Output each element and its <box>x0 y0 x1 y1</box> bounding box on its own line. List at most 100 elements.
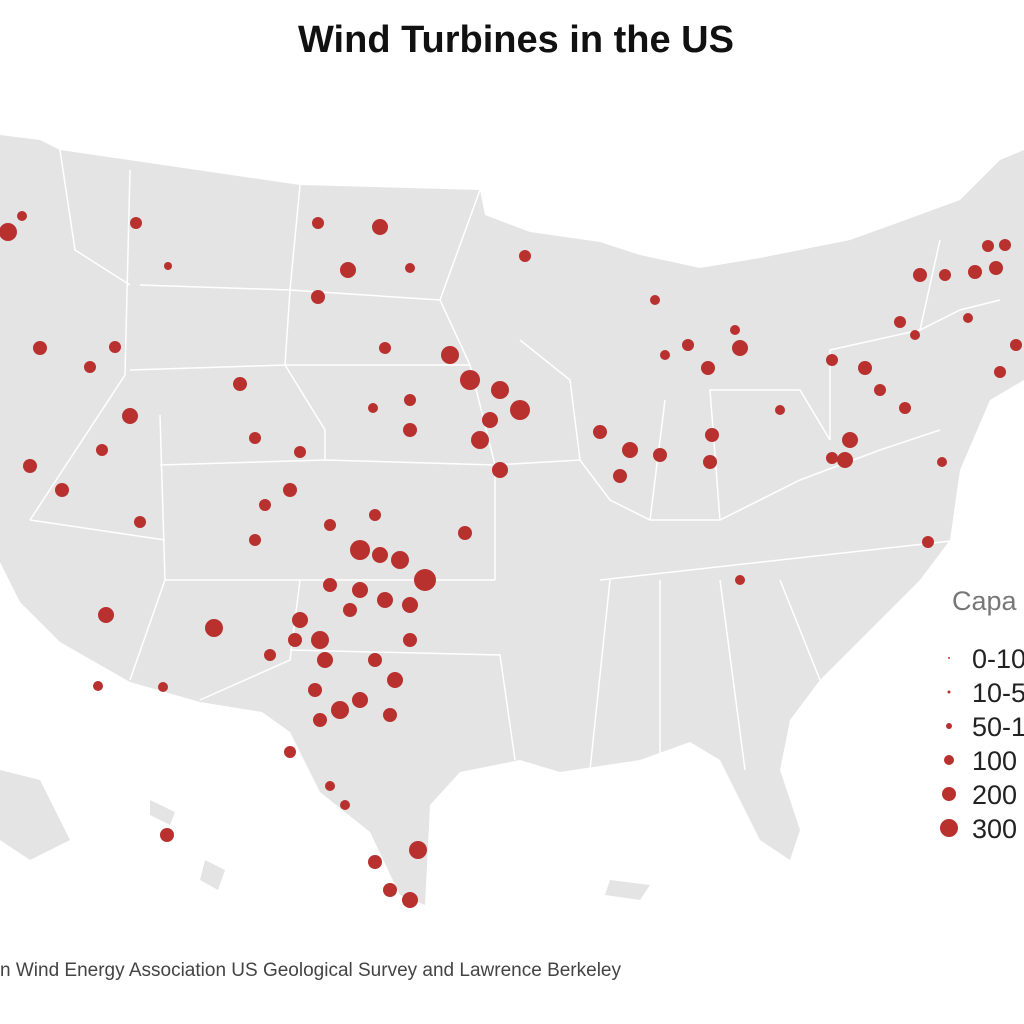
turbine-dot <box>249 534 261 546</box>
turbine-dot <box>340 262 356 278</box>
turbine-dot <box>775 405 785 415</box>
turbine-dot <box>84 361 96 373</box>
turbine-dot <box>308 683 322 697</box>
turbine-dots <box>0 211 1022 908</box>
turbine-dot <box>732 340 748 356</box>
turbine-dot <box>441 346 459 364</box>
turbine-dot <box>312 217 324 229</box>
turbine-dot <box>311 631 329 649</box>
turbine-dot <box>482 412 498 428</box>
turbine-dot <box>492 462 508 478</box>
turbine-dot <box>122 408 138 424</box>
turbine-dot <box>653 448 667 462</box>
legend-label: 300 <box>972 814 1017 844</box>
turbine-dot <box>93 681 103 691</box>
turbine-dot <box>458 526 472 540</box>
turbine-dot <box>922 536 934 548</box>
turbine-dot <box>311 290 325 304</box>
turbine-dot <box>160 828 174 842</box>
legend-title: Capa <box>952 586 1018 616</box>
turbine-dot <box>164 262 172 270</box>
turbine-dot <box>350 540 370 560</box>
legend-swatch <box>947 690 951 694</box>
turbine-dot <box>383 883 397 897</box>
turbine-dot <box>264 649 276 661</box>
legend-label: 10-5 <box>972 678 1024 708</box>
turbine-dot <box>343 603 357 617</box>
turbine-dot <box>613 469 627 483</box>
turbine-dot <box>369 509 381 521</box>
turbine-dot <box>331 701 349 719</box>
turbine-dot <box>283 483 297 497</box>
turbine-dot <box>701 361 715 375</box>
legend-swatch <box>940 819 958 837</box>
turbine-dot <box>826 354 838 366</box>
turbine-dot <box>999 239 1011 251</box>
turbine-dot <box>96 444 108 456</box>
turbine-dot <box>313 713 327 727</box>
turbine-dot <box>622 442 638 458</box>
turbine-dot <box>288 633 302 647</box>
turbine-dot <box>994 366 1006 378</box>
turbine-dot <box>379 342 391 354</box>
turbine-dot <box>939 269 951 281</box>
legend-label: 50-1 <box>972 712 1024 742</box>
turbine-dot <box>404 394 416 406</box>
turbine-dot <box>352 692 368 708</box>
turbine-dot <box>98 607 114 623</box>
turbine-dot <box>391 551 409 569</box>
turbine-dot <box>913 268 927 282</box>
turbine-dot <box>414 569 436 591</box>
legend-label: 0-10 <box>972 644 1024 674</box>
legend-swatch <box>944 755 954 765</box>
turbine-dot <box>593 425 607 439</box>
legend-label: 100 <box>972 746 1017 776</box>
turbine-dot <box>284 746 296 758</box>
turbine-dot <box>837 452 853 468</box>
turbine-dot <box>963 313 973 323</box>
turbine-dot <box>705 428 719 442</box>
turbine-dot <box>682 339 694 351</box>
turbine-dot <box>0 223 17 241</box>
turbine-dot <box>660 350 670 360</box>
turbine-dot <box>842 432 858 448</box>
turbine-dot <box>1010 339 1022 351</box>
legend-swatch <box>942 787 956 801</box>
turbine-dot <box>405 263 415 273</box>
source: n Wind Energy Association US Geological … <box>0 960 621 981</box>
turbine-dot <box>910 330 920 340</box>
turbine-dot <box>158 682 168 692</box>
turbine-dot <box>460 370 480 390</box>
turbine-dot <box>858 361 872 375</box>
turbine-dot <box>294 446 306 458</box>
title: Wind Turbines in the US <box>298 19 734 61</box>
turbine-dot <box>874 384 886 396</box>
turbine-dot <box>317 652 333 668</box>
turbine-dot <box>205 619 223 637</box>
turbine-dot <box>109 341 121 353</box>
turbine-dot <box>134 516 146 528</box>
legend-label: 200 <box>972 780 1017 810</box>
turbine-dot <box>989 261 1003 275</box>
turbine-dot <box>894 316 906 328</box>
turbine-dot <box>826 452 838 464</box>
turbine-dot <box>471 431 489 449</box>
turbine-dot <box>403 633 417 647</box>
turbine-dot <box>968 265 982 279</box>
turbine-dot <box>703 455 717 469</box>
turbine-dot <box>650 295 660 305</box>
turbine-dot <box>130 217 142 229</box>
turbine-dot <box>403 423 417 437</box>
turbine-dot <box>233 377 247 391</box>
alaska <box>0 770 70 860</box>
turbine-dot <box>735 575 745 585</box>
legend-swatch <box>946 723 952 729</box>
turbine-dot <box>982 240 994 252</box>
turbine-dot <box>368 653 382 667</box>
turbine-dot <box>377 592 393 608</box>
turbine-dot <box>409 841 427 859</box>
turbine-dot <box>519 250 531 262</box>
turbine-dot <box>368 403 378 413</box>
